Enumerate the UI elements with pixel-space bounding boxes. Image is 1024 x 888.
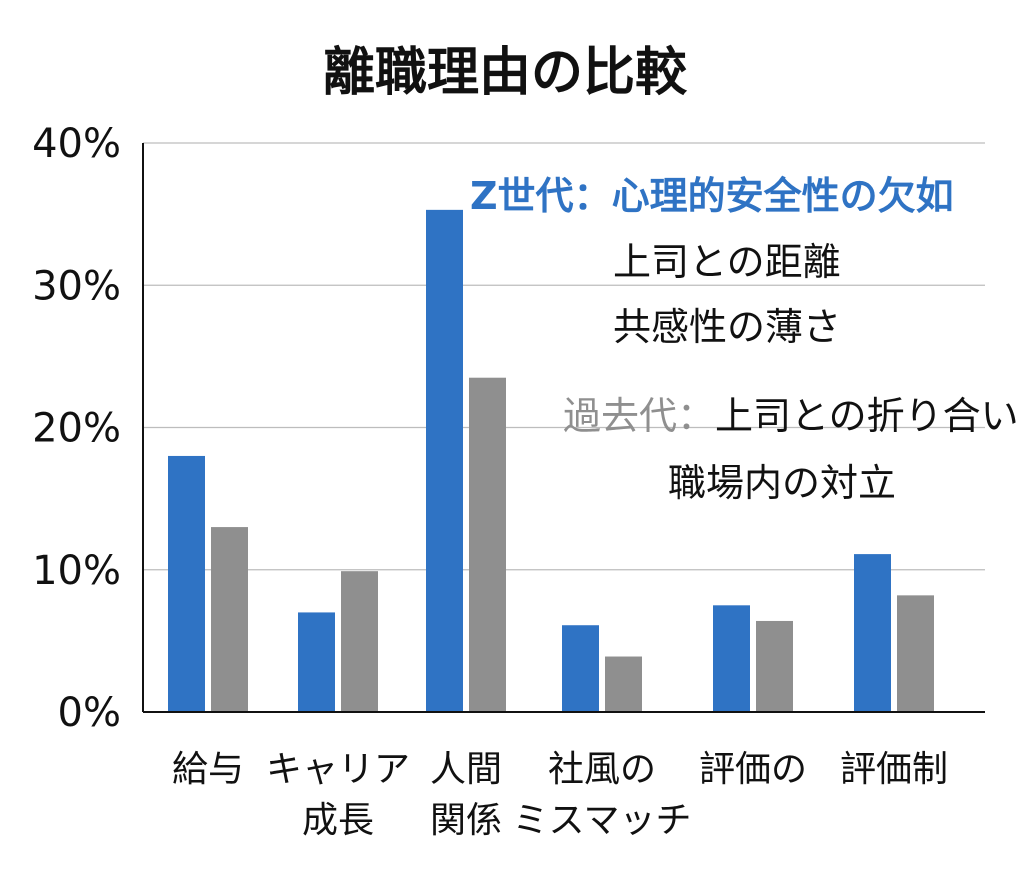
category-label: 人間関係 bbox=[430, 749, 502, 841]
y-tick-label: 30% bbox=[32, 263, 121, 309]
annotations: Z世代：心理的安全性の欠如上司との距離共感性の薄さ過去代：上司との折り合い職場内… bbox=[470, 174, 1019, 505]
gen-z-item: 上司との距離 bbox=[613, 240, 841, 284]
gen-z-item: 共感性の薄さ bbox=[613, 305, 841, 349]
past-annotation: 過去代：上司との折り合い bbox=[563, 394, 1019, 438]
category-label: 評価制 bbox=[840, 749, 948, 790]
gray-bar bbox=[756, 620, 793, 712]
blue-bar bbox=[854, 554, 891, 712]
blue-bar bbox=[298, 612, 335, 712]
gen-z-annotation: Z世代：心理的安全性の欠如 bbox=[470, 174, 954, 218]
gray-bar bbox=[469, 377, 506, 712]
blue-bar bbox=[426, 209, 463, 713]
blue-bar bbox=[168, 455, 205, 712]
gridlines bbox=[143, 142, 985, 571]
category-label: 評価の bbox=[699, 749, 807, 790]
category-label: 給与 bbox=[172, 749, 244, 790]
category-label: 社風のミスマッチ bbox=[513, 749, 692, 841]
category-label: キャリア成長 bbox=[266, 749, 410, 841]
axes bbox=[142, 143, 985, 713]
gray-bar bbox=[341, 571, 378, 712]
past-item: 職場内の対立 bbox=[668, 461, 896, 505]
gray-bar bbox=[605, 656, 642, 712]
y-tick-labels: 0% 10% 20% 30% 40% bbox=[32, 121, 121, 736]
blue-bar bbox=[562, 625, 599, 712]
blue-bar bbox=[713, 605, 750, 712]
gray-bar bbox=[211, 527, 248, 712]
y-tick-label: 10% bbox=[32, 548, 121, 594]
y-tick-label: 20% bbox=[32, 406, 121, 452]
y-tick-label: 40% bbox=[32, 121, 121, 167]
gray-bar bbox=[897, 595, 934, 712]
bars bbox=[168, 209, 934, 713]
chart-title: 離職理由の比較 bbox=[323, 43, 688, 103]
y-tick-label: 0% bbox=[58, 690, 121, 736]
